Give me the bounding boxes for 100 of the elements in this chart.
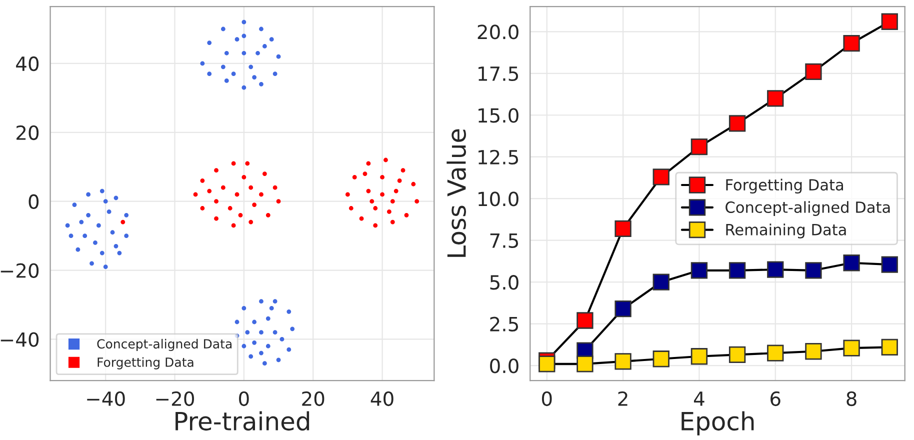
point bbox=[200, 206, 205, 210]
point bbox=[805, 343, 822, 360]
point bbox=[262, 172, 267, 176]
y-tick-label: 15.0 bbox=[478, 108, 518, 123]
point bbox=[805, 63, 822, 80]
point bbox=[348, 206, 354, 210]
x-tick-label: −40 bbox=[87, 391, 125, 406]
point bbox=[366, 188, 371, 194]
point bbox=[214, 168, 218, 173]
point bbox=[414, 199, 420, 204]
point bbox=[881, 256, 898, 273]
x-axis-title: Epoch bbox=[682, 411, 754, 436]
y-tick-label: 2.5 bbox=[490, 316, 518, 332]
y-tick-label: 12.5 bbox=[478, 150, 518, 165]
point bbox=[366, 161, 371, 166]
x-tick-label: 0 bbox=[542, 391, 552, 406]
point bbox=[614, 220, 632, 237]
point bbox=[614, 300, 632, 318]
point bbox=[767, 261, 784, 278]
point bbox=[120, 220, 126, 224]
point bbox=[390, 199, 395, 204]
x-axis-title: Pre-trained bbox=[176, 411, 310, 431]
y-tick-label: 40 bbox=[16, 56, 39, 72]
legend-label: Concept-aligned Data bbox=[97, 338, 232, 351]
point bbox=[404, 212, 409, 218]
point bbox=[690, 262, 708, 279]
point bbox=[352, 175, 357, 180]
point bbox=[386, 210, 392, 214]
x-tick-label: 2 bbox=[618, 391, 628, 406]
point bbox=[242, 175, 246, 180]
point bbox=[214, 199, 218, 204]
point bbox=[276, 199, 281, 204]
point bbox=[728, 262, 746, 279]
legend-label: Concept-aligned Data bbox=[726, 201, 890, 216]
y-tick-label: 10.0 bbox=[478, 192, 518, 206]
y-tick-label: −40 bbox=[0, 332, 39, 347]
x-tick-label: 0 bbox=[239, 391, 249, 406]
point bbox=[362, 172, 368, 176]
point bbox=[238, 212, 243, 218]
point bbox=[259, 192, 264, 197]
point bbox=[394, 188, 398, 194]
point bbox=[266, 212, 270, 218]
point bbox=[881, 338, 898, 356]
y-tick-label: 0.0 bbox=[490, 358, 518, 374]
point bbox=[380, 175, 384, 180]
point bbox=[373, 223, 378, 228]
point bbox=[652, 168, 670, 186]
x-tick-label: 6 bbox=[770, 391, 780, 406]
legend-label: Remaining Data bbox=[726, 224, 846, 238]
x-tick-label: 40 bbox=[370, 391, 394, 406]
point bbox=[231, 161, 236, 166]
x-tick-label: 8 bbox=[846, 391, 856, 406]
point bbox=[359, 216, 364, 221]
legend-label: Forgetting Data bbox=[98, 357, 194, 370]
point bbox=[193, 192, 198, 197]
legend-label: Forgetting Data bbox=[726, 178, 843, 194]
x-tick-label: 4 bbox=[694, 392, 704, 406]
point bbox=[652, 274, 670, 290]
point bbox=[220, 185, 226, 190]
point bbox=[690, 348, 708, 365]
point bbox=[234, 192, 240, 197]
point bbox=[384, 158, 388, 162]
y-tick-label: −20 bbox=[0, 263, 39, 278]
point bbox=[214, 216, 218, 221]
point bbox=[843, 340, 860, 356]
y-axis-title: Loss Value bbox=[446, 129, 466, 257]
point bbox=[805, 262, 822, 279]
point bbox=[248, 220, 254, 224]
point bbox=[370, 199, 374, 204]
point bbox=[248, 185, 254, 190]
point bbox=[231, 223, 236, 228]
point bbox=[228, 206, 232, 210]
point bbox=[728, 115, 746, 132]
point bbox=[411, 182, 416, 186]
point bbox=[272, 185, 278, 190]
point bbox=[881, 13, 898, 30]
y-tick-label: 7.5 bbox=[490, 234, 518, 248]
point bbox=[345, 192, 350, 197]
y-tick-label: 20.0 bbox=[478, 24, 518, 40]
point bbox=[843, 254, 860, 272]
point bbox=[843, 35, 860, 52]
point bbox=[390, 220, 395, 224]
point bbox=[767, 90, 784, 107]
point bbox=[400, 168, 406, 173]
point bbox=[252, 202, 257, 207]
y-tick-label: 5.0 bbox=[490, 275, 518, 290]
point bbox=[200, 178, 205, 183]
point bbox=[652, 350, 670, 368]
point bbox=[728, 346, 746, 364]
point bbox=[207, 188, 212, 194]
point bbox=[538, 356, 556, 372]
point bbox=[767, 344, 784, 362]
point bbox=[380, 192, 384, 197]
y-tick-label: 17.5 bbox=[478, 66, 518, 82]
point bbox=[373, 206, 378, 210]
point bbox=[576, 356, 594, 372]
y-tick-label: 0 bbox=[28, 194, 39, 210]
x-tick-label: 20 bbox=[302, 391, 324, 406]
x-tick-label: −20 bbox=[156, 391, 194, 406]
point bbox=[397, 178, 402, 183]
